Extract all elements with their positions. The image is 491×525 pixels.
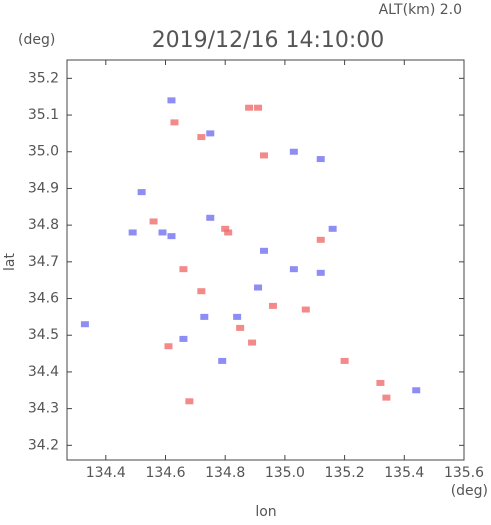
echo-point	[128, 229, 137, 236]
echo-point	[218, 357, 227, 364]
echo-point	[245, 104, 254, 111]
x-tick-label: 135.2	[325, 465, 365, 481]
echo-point	[80, 321, 89, 328]
echo-point	[248, 339, 257, 346]
echo-point	[301, 306, 310, 313]
echo-point	[158, 229, 167, 236]
echo-point	[328, 225, 337, 232]
y-tick-label: 35.1	[28, 107, 59, 123]
echo-point	[149, 218, 158, 225]
y-tick-label: 34.2	[28, 437, 59, 453]
echo-point	[316, 269, 325, 276]
y-tick-label: 34.8	[28, 217, 59, 233]
x-label: lon	[255, 504, 276, 520]
echo-point	[412, 387, 421, 394]
x-tick-label: 135.4	[384, 465, 424, 481]
y-tick-label: 34.5	[28, 327, 59, 343]
echo-point	[254, 284, 263, 291]
x-tick-label: 134.4	[86, 465, 126, 481]
echo-point	[137, 189, 146, 196]
echo-point	[254, 104, 263, 111]
echo-point	[179, 335, 188, 342]
y-tick-label: 34.6	[28, 291, 59, 307]
echo-point	[167, 97, 176, 104]
x-tick-label: 134.8	[205, 465, 245, 481]
echo-point	[268, 302, 277, 309]
echo-point	[179, 266, 188, 273]
echo-point	[233, 313, 242, 320]
y-tick-label: 34.9	[28, 180, 59, 196]
x-unit: (deg)	[451, 483, 488, 499]
plot-frame	[66, 59, 465, 461]
echo-point	[260, 247, 269, 254]
y-tick-label: 34.3	[28, 401, 59, 417]
echo-point	[170, 119, 179, 126]
subtitle: ALT(km) 2.0	[379, 2, 462, 18]
echo-point	[289, 266, 298, 273]
x-tick-label: 134.6	[145, 465, 185, 481]
echo-point	[185, 398, 194, 405]
echo-point	[206, 214, 215, 221]
y-tick-label: 35.2	[28, 70, 59, 86]
echo-point	[167, 233, 176, 240]
y-unit: (deg)	[18, 32, 55, 48]
echo-point	[236, 324, 245, 331]
x-tick-label: 135.6	[444, 465, 484, 481]
echo-point	[197, 134, 206, 141]
echo-point	[382, 394, 391, 401]
y-tick-label: 34.4	[28, 364, 59, 380]
echo-point	[316, 236, 325, 243]
y-tick-label: 35.0	[28, 144, 59, 160]
echo-point	[289, 148, 298, 155]
x-tick-label: 135.0	[265, 465, 305, 481]
echo-point	[340, 357, 349, 364]
echo-point	[200, 313, 209, 320]
echo-point	[260, 152, 269, 159]
echo-point	[221, 225, 230, 232]
echo-point	[224, 229, 233, 236]
echo-point	[164, 343, 173, 350]
echo-point	[197, 288, 206, 295]
echo-point	[206, 130, 215, 137]
echo-point	[316, 156, 325, 163]
y-tick-label: 34.7	[28, 254, 59, 270]
chart-title: 2019/12/16 14:10:00	[152, 28, 385, 53]
y-label: lat	[2, 253, 18, 271]
echo-point	[376, 379, 385, 386]
